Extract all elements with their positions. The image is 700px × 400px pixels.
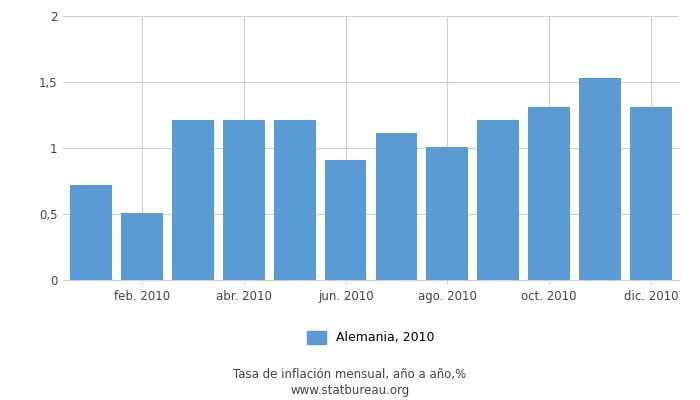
Bar xyxy=(426,147,468,280)
Legend: Alemania, 2010: Alemania, 2010 xyxy=(302,326,440,350)
Bar xyxy=(477,120,519,280)
Text: www.statbureau.org: www.statbureau.org xyxy=(290,384,410,397)
Bar xyxy=(223,120,265,280)
Bar xyxy=(579,78,621,280)
Bar xyxy=(630,107,672,280)
Bar xyxy=(325,160,366,280)
Bar xyxy=(70,185,112,280)
Bar xyxy=(528,107,570,280)
Bar xyxy=(121,213,163,280)
Bar xyxy=(376,134,417,280)
Bar xyxy=(172,120,214,280)
Bar xyxy=(274,120,316,280)
Text: Tasa de inflación mensual, año a año,%: Tasa de inflación mensual, año a año,% xyxy=(233,368,467,381)
